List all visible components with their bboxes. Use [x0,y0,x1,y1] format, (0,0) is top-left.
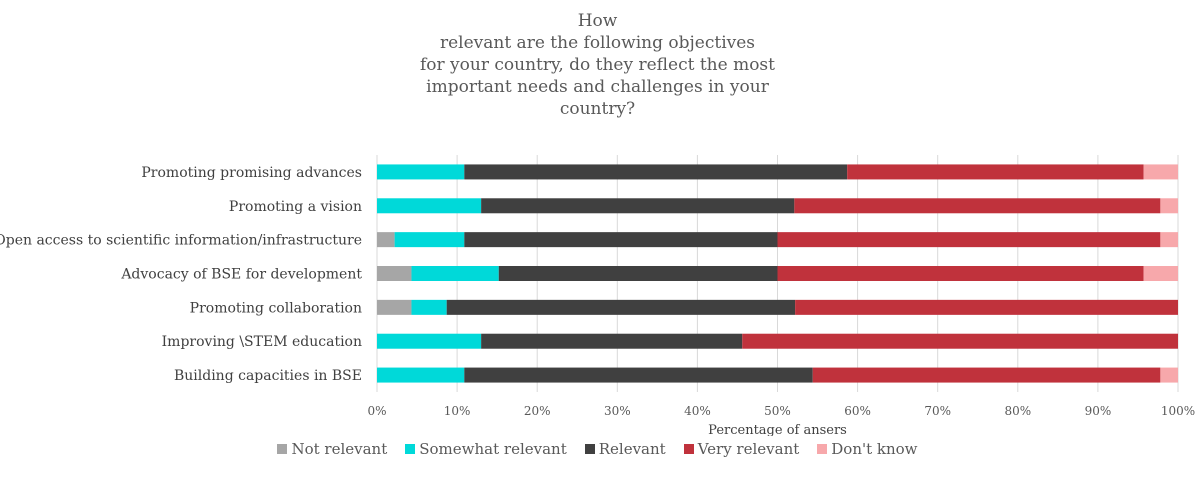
chart-title-line: How [577,11,618,31]
bar-segment [411,266,499,281]
bar-segment [464,367,813,383]
bar-segment [794,198,1161,214]
legend-swatch [584,444,595,454]
legend-label: Somewhat relevant [419,440,567,458]
bar-segment [1160,367,1178,383]
x-axis-title: Percentage of ansers [708,423,847,436]
bar-segment [481,333,743,349]
x-tick-label: 30% [604,404,631,418]
bar-segment [377,367,465,383]
bar-segment [377,266,412,281]
category-label: Advocacy of BSE for development [120,267,362,283]
legend-swatch [277,444,288,454]
bar-segment [1143,266,1178,281]
chart-title-line: relevant are the following objectives [439,33,756,53]
x-tick-label: 90% [1085,404,1112,418]
legend-item: Very relevant [683,440,800,458]
bar-segment [1160,232,1178,248]
legend-item: Not relevant [277,440,387,458]
bar-segment [481,198,795,214]
chart-title-line: country? [559,99,636,119]
legend-item: Somewhat relevant [405,440,567,458]
x-tick-label: 80% [1004,404,1031,418]
legend-swatch [405,444,416,454]
category-label: Open access to scientific information/in… [0,233,362,249]
x-tick-label: 20% [524,404,551,418]
chart-title-line: important needs and challenges in your [426,77,769,97]
bar-segment [742,333,1178,349]
legend-label: Don't know [831,440,918,458]
x-tick-label: 0% [367,404,386,418]
chart-title-line: for your country, do they reflect the mo… [419,55,775,75]
category-label: Building capacities in BSE [174,368,362,384]
x-tick-label: 40% [684,404,711,418]
bar-segment [1160,198,1178,214]
bar-segment [377,164,465,180]
category-label: Improving \STEM education [162,334,362,350]
chart-title: How relevant are the following objectives… [0,10,1195,120]
bar-segment [464,164,848,180]
legend-label: Very relevant [697,440,800,458]
category-label: Promoting collaboration [190,300,362,316]
bar-segment [498,266,778,281]
legend-swatch [683,444,694,454]
bar-segment [812,367,1161,383]
bar-segment [446,299,796,315]
x-tick-label: 70% [924,404,951,418]
stacked-bar-chart: 0% 10% 20% 30% 40% 50% 60% 70% 80% 90% 100% Percent… [0,155,1195,436]
x-tick-label: 60% [844,404,871,418]
x-tick-label: 10% [444,404,471,418]
bar-segment [411,299,447,315]
category-label: Promoting a vision [229,199,362,215]
bar-segment [1143,164,1178,180]
bar-segment [847,164,1144,180]
bar-segment [377,232,395,248]
legend-item: Don't know [817,440,918,458]
bar-segment [377,198,482,214]
legend-swatch [817,444,828,454]
bar-segment [795,299,1178,315]
legend-label: Relevant [598,440,666,458]
legend-item: Relevant [584,440,666,458]
legend: Not relevant Somewhat relevant Relevant Ver… [0,440,1195,458]
x-tick-label: 100% [1161,404,1195,418]
bar-segment [777,232,1161,248]
bar-segment [777,266,1144,281]
legend-label: Not relevant [291,440,388,458]
category-label: Promoting promising advances [141,165,362,181]
bar-segment [394,232,465,248]
x-tick-label: 50% [764,404,791,418]
bar-segment [464,232,778,248]
bar-segment [377,299,412,315]
bar-segment [377,333,482,349]
